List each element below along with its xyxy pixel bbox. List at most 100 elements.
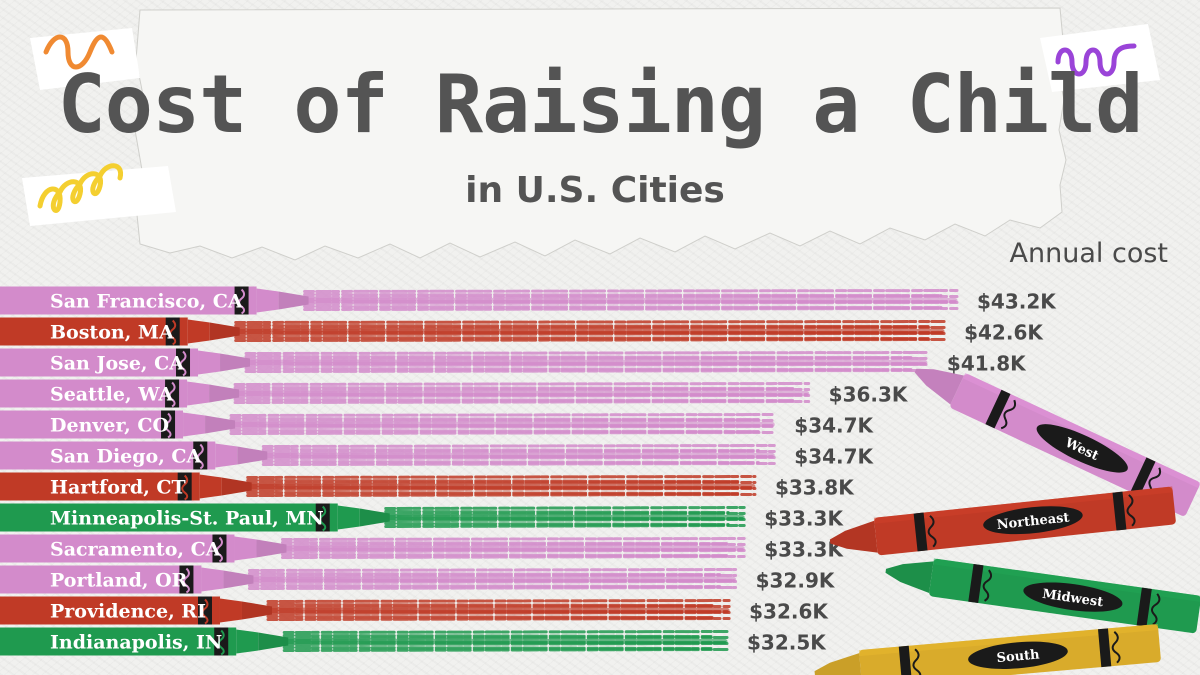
crayon-tip [220, 353, 251, 372]
squiggle-yellow-icon [22, 163, 176, 226]
crayon-body [0, 286, 257, 315]
bar-row: Indianapolis, IN $32.5K [0, 627, 827, 656]
value-label: $33.3K [764, 507, 844, 531]
crayon-tip [258, 632, 289, 651]
city-label: San Diego, CA [50, 446, 202, 468]
crayon-body [0, 627, 237, 656]
bar [383, 506, 746, 528]
chart-subtitle: in U.S. Cities [465, 170, 725, 211]
crayon-cone [236, 629, 259, 654]
squiggle-purple-icon [1040, 24, 1160, 92]
bar-row: Minneapolis-St. Paul, MN $33.3K [0, 503, 844, 532]
torn-paper-shape [134, 7, 1067, 261]
bar [228, 413, 776, 435]
legend-crayon-tip [814, 653, 862, 675]
crayon-cone [183, 412, 206, 437]
bar [279, 537, 746, 559]
value-label: $36.3K [829, 383, 909, 407]
bars-layer: San Francisco, CA $43.2K Boston, MA $42.6K S… [0, 286, 1057, 656]
bar-row: San Jose, CA $41.8K [0, 348, 1027, 377]
city-label: Portland, OR [50, 570, 188, 592]
chart-title: Cost of Raising a Child [57, 58, 1144, 151]
bar [233, 320, 946, 342]
bar-row: Portland, OR $32.9K [0, 565, 836, 594]
crayon-tip [359, 508, 390, 527]
bar-row: Hartford, CT $33.8K [0, 472, 855, 501]
crayon-wrapper [176, 348, 191, 377]
bar [260, 444, 776, 466]
crayon-body [0, 565, 202, 594]
crayon-tip [205, 415, 236, 434]
value-label: $41.8K [947, 352, 1027, 376]
crayon-wrapper [179, 565, 194, 594]
legend-crayon-tip [829, 520, 878, 553]
crayon-cone [198, 350, 221, 375]
crayon-body [0, 596, 220, 625]
crayon-tip [209, 322, 240, 341]
bar-row: Providence, RI $32.6K [0, 596, 829, 625]
crayon-tip [241, 601, 272, 620]
bar [302, 289, 959, 311]
bar-row: Seattle, WA $36.3K [0, 379, 909, 408]
crayon-body [0, 503, 338, 532]
crayon-wrapper [177, 472, 192, 501]
crayon-tip [237, 446, 268, 465]
bar-row: San Diego, CA $34.7K [0, 441, 875, 470]
legend-crayon-tip [885, 561, 934, 594]
crayon-wrapper [315, 503, 330, 532]
city-label: Denver, CO [50, 415, 169, 437]
city-label: Providence, RI [50, 601, 206, 623]
value-label: $32.6K [749, 600, 829, 624]
crayon-tip [223, 570, 254, 589]
legend-label-oval [1023, 582, 1123, 612]
crayon-body [0, 410, 184, 439]
city-label: Minneapolis-St. Paul, MN [50, 508, 324, 530]
city-label: Indianapolis, IN [50, 632, 222, 654]
crayon-cone [187, 319, 210, 344]
crayon-cone [199, 474, 222, 499]
crayon-body [0, 534, 235, 563]
crayon-cone [256, 288, 279, 313]
bar [281, 630, 729, 652]
legend-label-oval [1036, 424, 1128, 473]
crayon-tip [221, 477, 252, 496]
crayon-cone [201, 567, 224, 592]
value-label: $43.2K [977, 290, 1057, 314]
crayon-cone [219, 598, 242, 623]
crayon-wrapper [165, 379, 180, 408]
city-label: Hartford, CT [50, 477, 186, 499]
crayon-body [0, 472, 200, 501]
bar-row: Boston, MA $42.6K [0, 317, 1044, 346]
crayon-wrapper [193, 441, 208, 470]
crayon-cone [187, 381, 210, 406]
crayon-body [0, 348, 199, 377]
crayon-wrapper [212, 534, 227, 563]
crayon-wrapper [197, 596, 212, 625]
city-label: Seattle, WA [50, 384, 173, 406]
bar [246, 568, 738, 590]
legend-label-oval [983, 506, 1083, 535]
crayon-body [0, 441, 216, 470]
value-label: $33.8K [775, 476, 855, 500]
legend-crayon-tip [914, 368, 964, 405]
legend-item: South [814, 623, 1161, 675]
bar [265, 599, 731, 621]
crayon-tip [209, 384, 240, 403]
bar-row: Denver, CO $34.7K [0, 410, 875, 439]
crayon-body [0, 317, 188, 346]
squiggle-orange-icon [30, 28, 140, 90]
bar [243, 351, 929, 373]
value-label: $34.7K [794, 445, 874, 469]
crayon-cone [215, 443, 238, 468]
crayon-tip [278, 291, 309, 310]
crayon-body [0, 379, 188, 408]
bar-row: San Francisco, CA $43.2K [0, 286, 1057, 315]
crayon-wrapper [214, 627, 229, 656]
value-label: $42.6K [964, 321, 1044, 345]
crayon-wrapper [234, 286, 249, 315]
value-label: $32.9K [756, 569, 836, 593]
crayon-wrapper [161, 410, 176, 439]
